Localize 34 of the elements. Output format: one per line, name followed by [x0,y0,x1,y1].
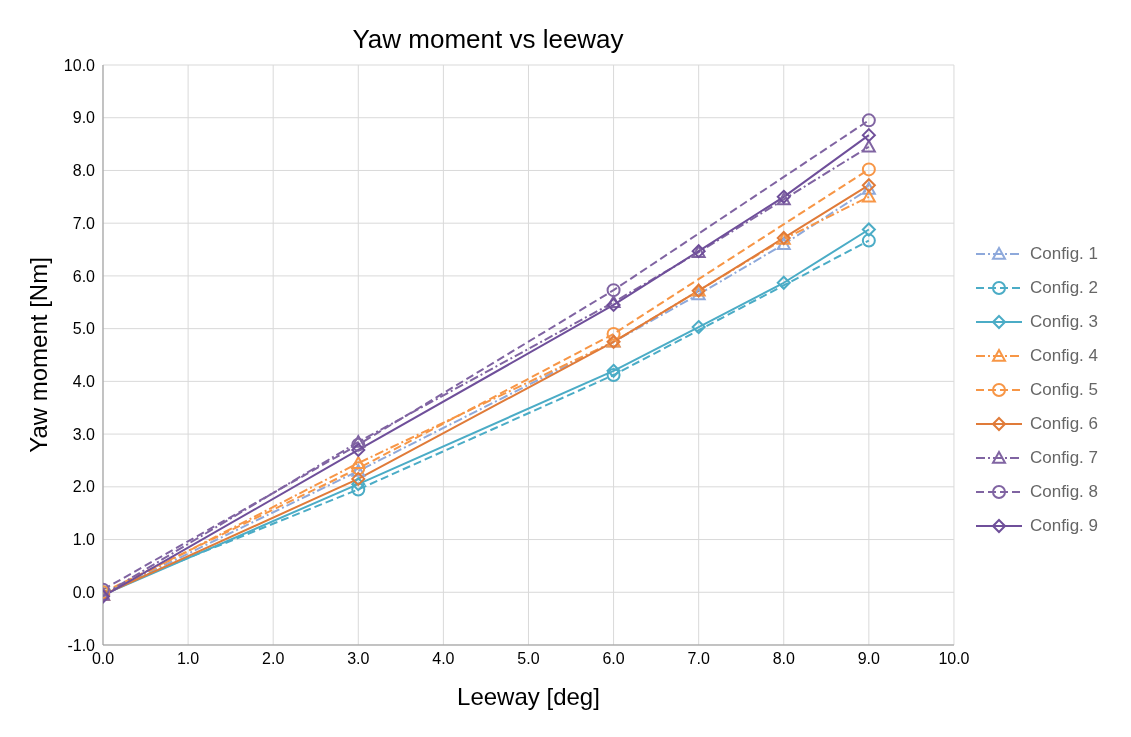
x-tick-label: 3.0 [347,650,370,668]
y-axis-title: Yaw moment [Nm] [24,257,52,453]
legend-label: Config. 3 [1029,312,1098,332]
x-tick-label: 0.0 [91,650,115,668]
legend-label: Config. 5 [1029,380,1098,400]
legend-label: Config. 7 [1029,448,1098,468]
x-tick-label: 7.0 [687,650,710,668]
legend-label: Config. 1 [1029,244,1098,264]
x-tick-label: 10.0 [938,650,970,668]
y-tick-label: 7.0 [72,214,96,232]
x-tick-label: 2.0 [262,650,285,668]
y-tick-label: 10.0 [63,56,96,74]
y-tick-label: 6.0 [72,267,96,285]
x-tick-label: 1.0 [176,650,200,668]
chart-title: Yaw moment vs leeway [351,23,625,55]
y-tick-label: 3.0 [72,425,96,443]
y-tick-label: 9.0 [72,109,96,127]
y-tick-label: 0.0 [72,583,96,601]
legend-label: Config. 2 [1029,278,1098,298]
x-tick-label: 4.0 [432,650,455,668]
x-tick-label: 8.0 [772,650,795,668]
legend-label: Config. 6 [1029,414,1098,434]
x-tick-label: 6.0 [602,650,625,668]
y-tick-label: 8.0 [72,162,96,180]
legend-label: Config. 9 [1029,516,1098,536]
x-tick-label: 5.0 [517,650,540,668]
y-tick-label: 1.0 [72,531,96,549]
legend-label: Config. 4 [1029,346,1098,366]
y-tick-label: 4.0 [72,373,96,391]
x-tick-label: 9.0 [857,650,881,668]
y-tick-label: 5.0 [72,320,96,338]
x-axis-title: Leeway [deg] [457,683,600,710]
y-tick-label: 2.0 [72,478,96,496]
legend-label: Config. 8 [1029,482,1098,502]
